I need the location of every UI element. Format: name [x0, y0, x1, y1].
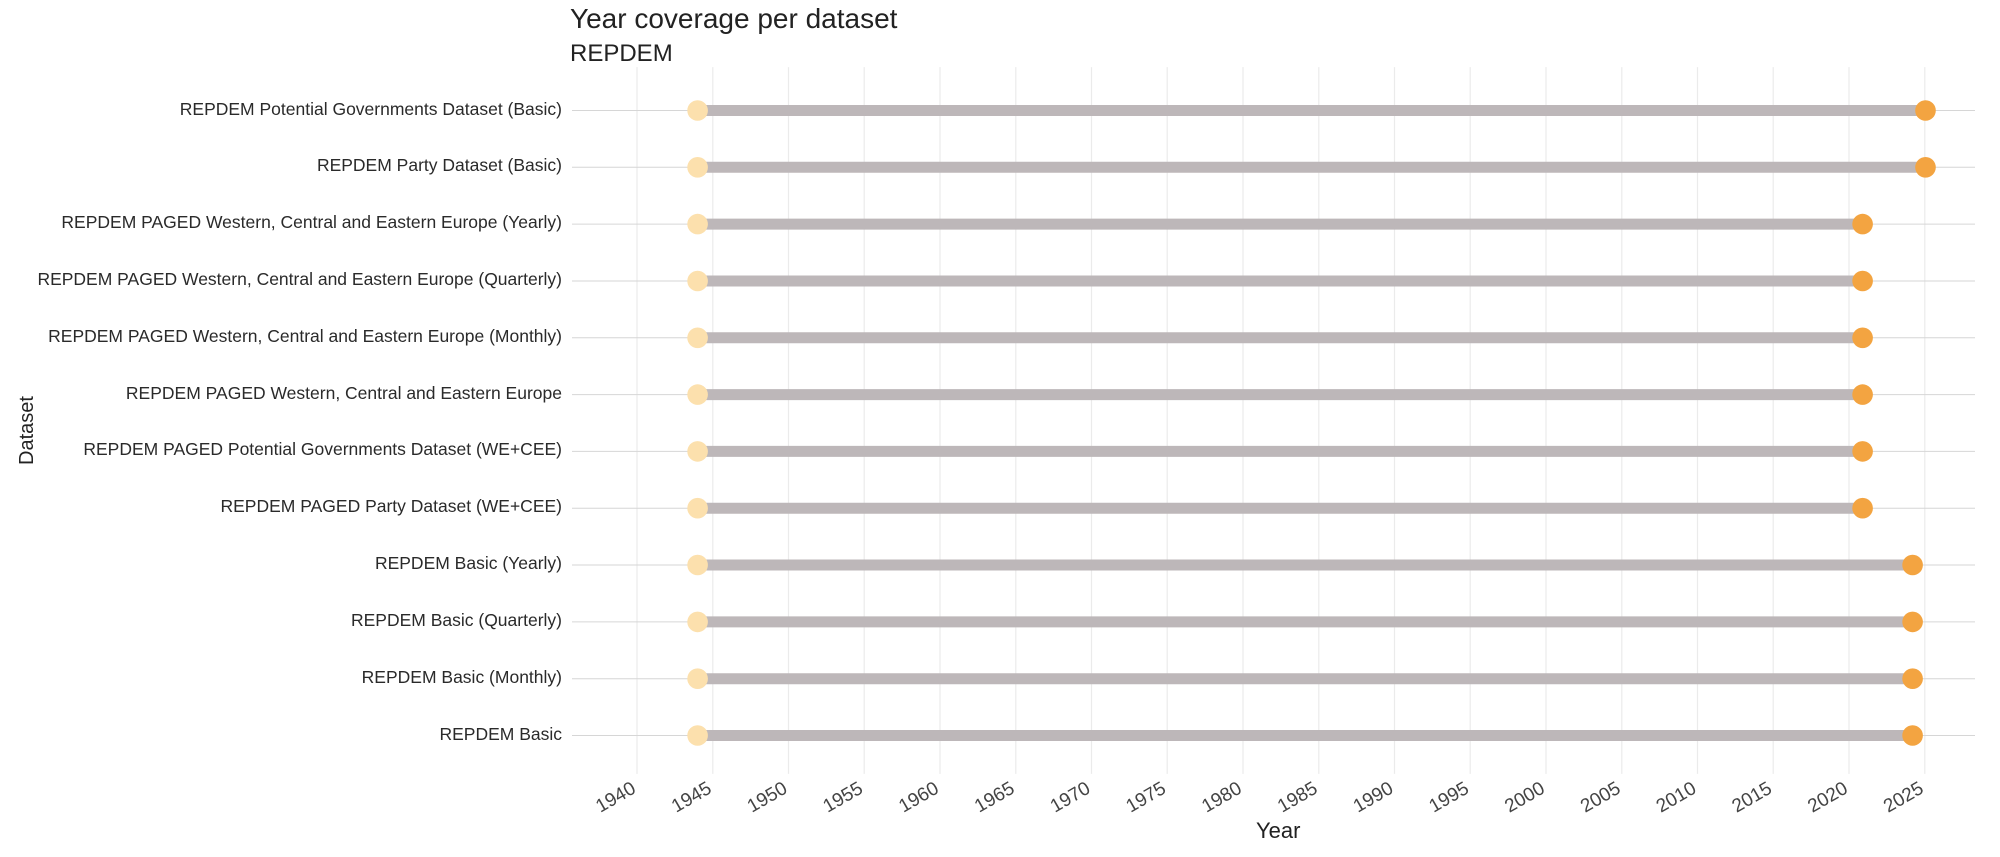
svg-text:1945: 1945 — [668, 778, 715, 817]
svg-text:2020: 2020 — [1804, 778, 1851, 817]
svg-text:2000: 2000 — [1501, 778, 1548, 817]
svg-text:2025: 2025 — [1880, 778, 1927, 817]
svg-text:2010: 2010 — [1653, 778, 1700, 817]
svg-text:2005: 2005 — [1577, 778, 1624, 817]
svg-text:1970: 1970 — [1047, 778, 1094, 817]
svg-text:2015: 2015 — [1729, 778, 1776, 817]
svg-text:1940: 1940 — [592, 778, 639, 817]
svg-text:1990: 1990 — [1350, 778, 1397, 817]
svg-text:1960: 1960 — [895, 778, 942, 817]
svg-text:1995: 1995 — [1426, 778, 1473, 817]
svg-text:1965: 1965 — [971, 778, 1018, 817]
svg-text:1955: 1955 — [820, 778, 867, 817]
svg-text:1985: 1985 — [1274, 778, 1321, 817]
svg-text:1975: 1975 — [1123, 778, 1170, 817]
svg-text:1950: 1950 — [744, 778, 791, 817]
svg-text:1980: 1980 — [1198, 778, 1245, 817]
